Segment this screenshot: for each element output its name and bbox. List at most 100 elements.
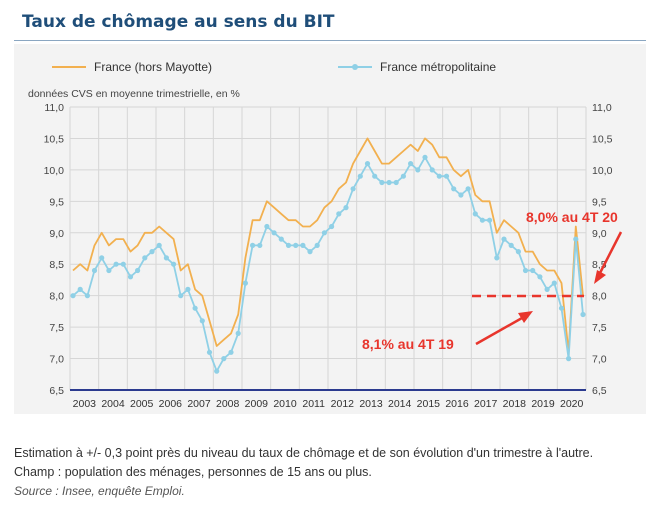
x-tick-label: 2007: [187, 398, 211, 410]
chart-notes: Estimation à +/- 0,3 point près du nivea…: [14, 444, 646, 501]
arrow-4t19-head: [518, 311, 533, 323]
data-point: [257, 242, 263, 248]
y-tick-label-left: 7,0: [49, 354, 64, 366]
x-tick-label: 2013: [359, 398, 383, 410]
data-point: [214, 368, 220, 374]
x-tick-label: 2017: [474, 398, 498, 410]
data-point: [271, 230, 277, 236]
data-point: [314, 242, 320, 248]
annotation-4t19: 8,1% au 4T 19: [362, 336, 454, 352]
x-tick-label: 2018: [503, 398, 527, 410]
note-scope: Champ : population des ménages, personne…: [14, 465, 372, 479]
data-point: [163, 255, 169, 261]
y-tick-label-right: 9,5: [592, 196, 607, 208]
data-point: [422, 154, 428, 160]
x-tick-label: 2004: [101, 398, 125, 410]
data-point: [443, 173, 450, 179]
data-point: [199, 318, 205, 324]
data-point: [357, 173, 363, 179]
y-tick-label-left: 9,0: [49, 228, 64, 240]
x-tick-label: 2015: [417, 398, 441, 410]
data-point: [508, 242, 514, 248]
data-point: [278, 236, 284, 242]
data-point: [149, 249, 155, 255]
unemployment-chart: France (hors Mayotte) France métropolita…: [28, 60, 623, 410]
y-tick-label-left: 10,5: [44, 133, 65, 145]
y-tick-label-left: 9,5: [49, 196, 64, 208]
data-point: [436, 173, 442, 179]
data-point: [558, 305, 565, 311]
data-point: [544, 286, 550, 292]
series-line-1: [72, 137, 584, 354]
data-point: [178, 293, 184, 299]
data-point: [70, 293, 76, 299]
annotations: 8,0% au 4T 20 8,1% au 4T 19: [362, 209, 623, 352]
data-point: [465, 186, 471, 192]
y-tick-label-left: 10,0: [44, 165, 65, 177]
legend: France (hors Mayotte) France métropolita…: [52, 60, 496, 74]
data-point: [120, 261, 126, 267]
x-tick-label: 2008: [216, 398, 240, 410]
y-tick-label-left: 8,5: [49, 259, 64, 271]
arrow-4t19-shaft: [475, 316, 523, 346]
y-tick-label-left: 7,5: [49, 322, 64, 334]
data-point: [479, 217, 485, 223]
data-point: [487, 217, 493, 223]
y-tick-label-right: 7,5: [592, 322, 607, 334]
x-tick-label: 2019: [531, 398, 555, 410]
data-point: [235, 330, 241, 336]
data-point: [228, 349, 234, 355]
data-point: [458, 192, 464, 198]
data-point: [77, 286, 83, 292]
data-point: [99, 255, 105, 261]
data-point: [300, 242, 306, 248]
y-ticks-right: 6,57,07,58,08,59,09,510,010,511,0: [592, 102, 613, 397]
data-point: [429, 167, 435, 173]
data-point: [127, 274, 134, 280]
arrow-4t20-shaft: [598, 231, 623, 274]
x-tick-label: 2016: [445, 398, 469, 410]
x-tick-label: 2012: [331, 398, 355, 410]
data-point: [350, 186, 356, 192]
data-point: [293, 242, 299, 248]
gridlines: [69, 106, 587, 391]
data-point: [515, 249, 521, 255]
y-ticks-left: 6,5 7,0 7,5 8,0 8,5 9,0 9,5 10,0 10,5 11,0: [44, 102, 65, 397]
x-tick-label: 2003: [73, 398, 97, 410]
note-estimation: Estimation à +/- 0,3 point près du nivea…: [14, 446, 594, 460]
y-tick-label-right: 9,0: [592, 228, 607, 240]
data-point: [221, 356, 227, 362]
data-point: [501, 236, 507, 242]
annotation-4t20: 8,0% au 4T 20: [526, 209, 618, 225]
data-point: [537, 274, 543, 280]
data-point: [551, 280, 557, 286]
data-point: [343, 205, 349, 211]
data-point: [400, 173, 406, 179]
data-point: [307, 249, 313, 255]
data-point: [264, 223, 270, 230]
data-point: [206, 349, 213, 355]
x-axis: 2003 2004 2005 2006 2007 2008 2009 2010 2011 2012…: [70, 389, 586, 410]
data-point: [171, 261, 177, 267]
data-point: [285, 242, 292, 248]
data-point: [113, 261, 119, 267]
x-tick-label: 2010: [273, 398, 297, 410]
data-point: [250, 242, 256, 248]
series-markers: [70, 154, 586, 374]
x-tick-label: 2009: [245, 398, 269, 410]
data-point: [192, 305, 198, 311]
data-point: [242, 280, 248, 286]
data-point: [393, 179, 399, 186]
data-point: [379, 179, 385, 186]
y-tick-label-right: 8,0: [592, 291, 607, 303]
y-tick-label-left: 6,5: [49, 385, 64, 397]
legend-marker-series-2: [352, 64, 358, 70]
data-point: [321, 230, 327, 236]
data-point: [580, 311, 586, 318]
data-point: [494, 255, 500, 261]
y-axis-label: données CVS en moyenne trimestrielle, en…: [28, 88, 240, 100]
data-point: [364, 161, 371, 167]
chart-title: Taux de chômage au sens du BIT: [22, 12, 335, 32]
x-tick-label: 2006: [159, 398, 183, 410]
